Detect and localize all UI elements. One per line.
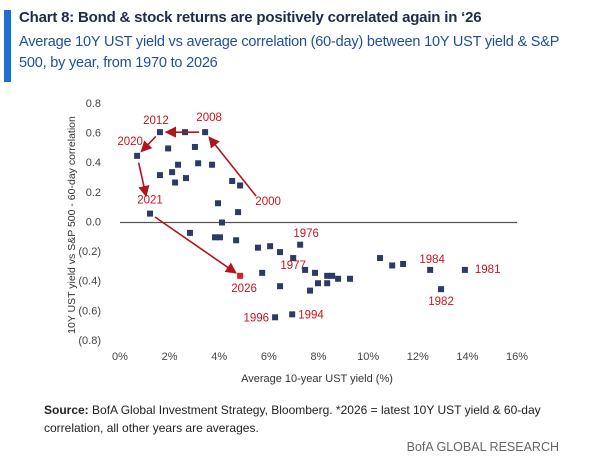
- data-point: [218, 219, 225, 226]
- data-point: [389, 262, 396, 269]
- data-point: [172, 179, 179, 186]
- data-point: [215, 200, 222, 207]
- y-tick-label: (0.2): [78, 246, 101, 258]
- data-point: [427, 266, 434, 273]
- point-label: 1977: [280, 260, 306, 272]
- data-point: [315, 280, 322, 287]
- data-point: [297, 241, 304, 248]
- data-point: [202, 129, 209, 136]
- point-label: 1994: [298, 309, 324, 321]
- data-point: [195, 160, 202, 167]
- data-point: [183, 175, 190, 182]
- data-point: [307, 287, 314, 294]
- data-point: [289, 311, 296, 318]
- trajectory-arrow: [140, 135, 157, 153]
- y-tick-label: 0.0: [86, 216, 101, 228]
- data-point: [324, 272, 331, 279]
- data-point: [147, 210, 154, 217]
- data-point: [312, 269, 319, 276]
- point-label: 2026: [231, 283, 257, 295]
- source-label: Source:: [44, 403, 89, 417]
- data-point: [237, 182, 244, 189]
- y-tick-label: (0.8): [78, 335, 101, 347]
- y-tick-label: 0.4: [86, 157, 101, 169]
- data-point: [400, 260, 407, 267]
- data-point: [165, 145, 172, 152]
- x-tick-label: 2%: [162, 351, 178, 363]
- x-tick-label: 10%: [357, 351, 379, 363]
- point-label: 1984: [419, 254, 445, 266]
- data-point: [191, 143, 198, 150]
- data-point: [233, 237, 240, 244]
- x-axis-title: Average 10-year UST yield (%): [241, 373, 393, 385]
- x-tick-label: 12%: [407, 351, 429, 363]
- y-tick-label: 0.2: [86, 187, 101, 199]
- point-label: 1996: [243, 312, 269, 324]
- data-point: [377, 255, 384, 262]
- data-point: [290, 255, 297, 262]
- data-point: [237, 272, 244, 279]
- source-text: BofA Global Investment Strategy, Bloombe…: [44, 403, 541, 435]
- data-point: [156, 129, 163, 136]
- x-tick-label: 6%: [261, 351, 277, 363]
- trajectory-arrow: [208, 136, 257, 197]
- point-label: 1982: [428, 296, 454, 308]
- data-point: [267, 243, 274, 250]
- brand: BofA GLOBAL RESEARCH: [406, 440, 559, 454]
- x-tick-label: 14%: [456, 351, 478, 363]
- x-tick-label: 4%: [211, 351, 227, 363]
- data-point: [302, 266, 309, 273]
- x-tick-label: 0%: [112, 351, 128, 363]
- data-point: [175, 161, 182, 168]
- y-axis-title: 10Y UST yield vs S&P 500 - 60-day correl…: [66, 116, 78, 334]
- data-point: [277, 283, 284, 290]
- data-point: [329, 272, 336, 279]
- data-point: [254, 244, 261, 251]
- point-label: 2012: [143, 115, 169, 127]
- x-tick-label: 16%: [506, 351, 528, 363]
- data-point: [229, 178, 236, 185]
- point-label: 2021: [137, 195, 163, 207]
- y-tick-label: 0.8: [86, 98, 101, 110]
- data-point: [461, 266, 468, 273]
- point-label: 1976: [293, 228, 319, 240]
- data-point: [156, 172, 163, 179]
- data-point: [277, 249, 284, 256]
- y-tick-label: 0.6: [86, 128, 101, 140]
- y-tick-label: (0.4): [78, 276, 101, 288]
- point-label: 2008: [196, 112, 222, 124]
- point-label: 1981: [475, 264, 501, 276]
- y-tick-label: (0.6): [78, 305, 101, 317]
- data-point: [438, 286, 445, 293]
- point-label: 2020: [117, 136, 143, 148]
- data-point: [259, 269, 266, 276]
- trajectory-arrow: [137, 162, 150, 198]
- data-point: [347, 275, 354, 282]
- trajectory-arrow: [154, 216, 237, 274]
- data-point: [186, 229, 193, 236]
- data-point: [335, 275, 342, 282]
- data-point: [235, 209, 242, 216]
- x-tick-label: 8%: [311, 351, 327, 363]
- data-point: [134, 152, 141, 159]
- accent-bar: [4, 10, 11, 82]
- data-point: [216, 234, 223, 241]
- point-label: 2000: [255, 196, 281, 208]
- data-point: [209, 161, 216, 168]
- source-note: Source: BofA Global Investment Strategy,…: [44, 401, 564, 437]
- chart-title: Chart 8: Bond & stock returns are positi…: [19, 9, 482, 26]
- data-point: [169, 169, 176, 176]
- data-point: [272, 314, 279, 321]
- data-point: [324, 280, 331, 287]
- data-point: [212, 234, 219, 241]
- chart-subtitle: Average 10Y UST yield vs average correla…: [19, 34, 559, 71]
